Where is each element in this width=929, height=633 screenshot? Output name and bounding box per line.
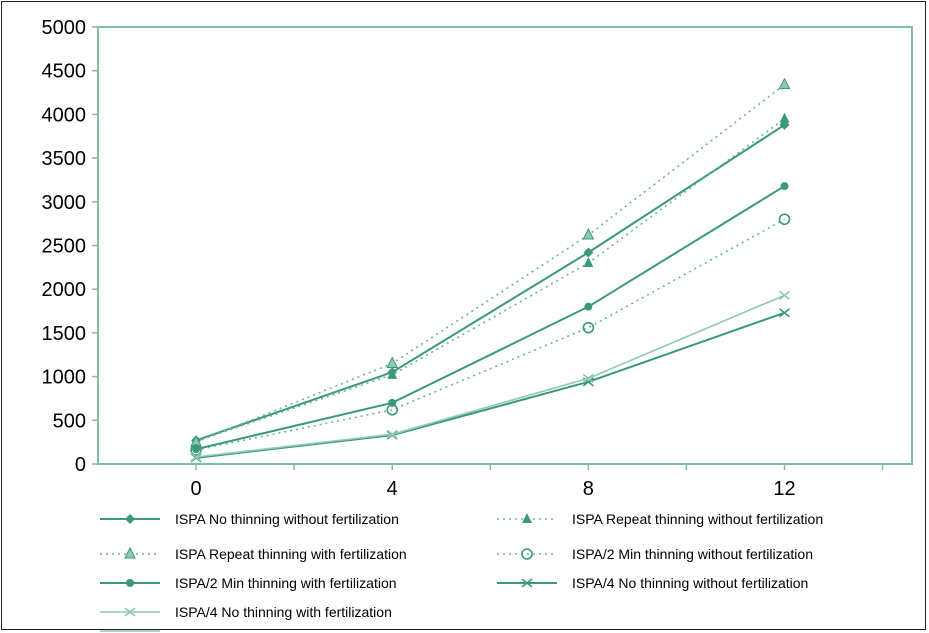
data-point [779,290,791,300]
legend-entry: ISPA/2 Min thinning without fertilizatio… [497,546,813,562]
y-tick-label: 1500 [42,323,87,345]
legend: ISPA No thinning without fertilization IS… [100,511,823,632]
series-5 [192,182,789,454]
data-point-stroke [386,429,398,439]
data-point [779,308,791,318]
y-tick-label: 4000 [42,104,87,126]
legend-label: ISPA Repeat thinning without fertilizati… [572,511,823,527]
data-point [780,182,789,191]
data-point-stroke [779,308,791,318]
series-line [195,218,785,451]
data-point [582,321,595,334]
data-point [386,429,398,439]
x-tick-label: 12 [773,478,795,500]
data-point [582,227,595,240]
legend-label: ISPA/2 Min thinning with fertilization [175,575,397,591]
data-point [778,213,791,226]
series-line [195,311,785,459]
data-point [583,256,594,267]
data-point-stroke [779,290,791,300]
data-point [521,578,533,588]
series-line [195,84,785,443]
data-point [388,398,397,407]
series-4 [190,213,791,456]
y-axis: 0 500 1000 1500 2000 2500 3000 3500 4000 4500 5000 [42,17,98,476]
legend-entry: ISPA/4 No thinning without fertilization [497,575,808,591]
y-tick-label: 1000 [42,367,87,389]
data-point [521,548,533,560]
legend-label: ISPA/2 Min thinning without fertilizatio… [572,546,813,562]
series-3 [190,77,791,447]
plot-area [97,26,913,465]
legend-label: ISPA Repeat thinning with fertilization [175,546,407,562]
y-tick-label: 3000 [42,192,87,214]
data-point [124,607,136,617]
legend-label: ISPA No thinning without fertilization [175,511,399,527]
data-point [126,579,134,587]
series-2 [191,112,790,446]
y-tick-label: 500 [53,410,86,432]
data-point-stroke [582,377,594,387]
data-point [582,373,594,383]
series-line [195,118,785,443]
y-tick-label: 2500 [42,236,87,258]
legend-label: ISPA/4 No thinning without fertilization [572,575,808,591]
x-tick-label: 0 [191,478,202,500]
series-1 [191,119,790,446]
legend-entry: ISPA No thinning without fertilization [100,511,399,527]
legend-label: ISPA/4 No thinning with fertilization [175,604,392,620]
y-tick-label: 2000 [42,279,87,301]
data-point [584,302,593,311]
series-line [195,294,785,458]
data-point [522,513,532,523]
data-point [190,452,202,462]
data-point [190,444,202,456]
data-point [583,247,594,258]
data-point-stroke [124,607,136,617]
x-tick-label: 4 [387,478,398,500]
plot-border [97,26,913,465]
series-7 [190,290,791,462]
y-tick-label: 5000 [42,17,87,39]
data-point [778,77,791,90]
data-point [124,546,136,559]
legend-entry: ISPA/2 Min thinning with fertilization [100,575,397,591]
series-line [195,124,786,442]
data-point-stroke [582,373,594,383]
data-point-stroke [190,452,202,462]
legend-entry: ISPA Repeat thinning without fertilizati… [497,511,823,527]
series-line [195,185,786,451]
data-point [125,514,135,524]
data-point [779,112,790,123]
legend-entry: ISPA Repeat thinning with fertilization [100,546,407,562]
y-tick-label: 4500 [42,61,87,83]
data-point [192,445,201,454]
legend-entry: ISPA/4 No thinning with fertilization [100,604,392,620]
series-layer [190,77,791,463]
data-point [386,356,399,368]
data-point-stroke [521,578,533,588]
y-tick-label: 3500 [42,148,87,170]
data-point [387,368,398,379]
y-tick-label: 0 [75,454,86,476]
x-tick-label: 8 [583,478,594,500]
x-axis: 0 4 8 12 [191,464,884,500]
